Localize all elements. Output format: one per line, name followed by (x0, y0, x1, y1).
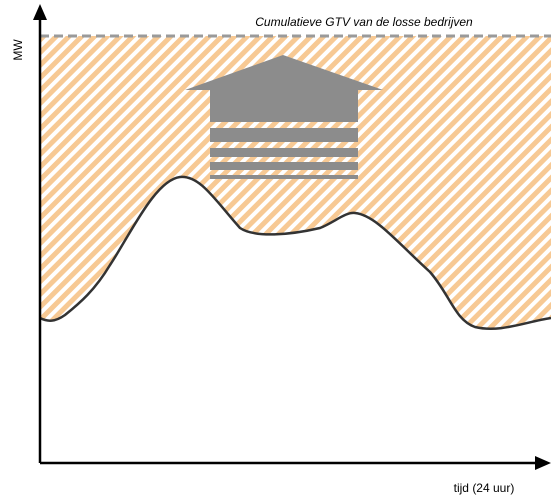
load-curve (39, 175, 551, 330)
x-axis-arrow (535, 456, 551, 470)
hatched-area (40, 36, 551, 329)
y-axis-label: MW (11, 39, 25, 61)
y-axis-arrow (33, 4, 47, 20)
up-arrow (185, 55, 383, 179)
x-axis-label: tijd (24 uur) (454, 481, 515, 495)
annotation: Cumulatieve GTV van de losse bedrijven (255, 15, 473, 29)
